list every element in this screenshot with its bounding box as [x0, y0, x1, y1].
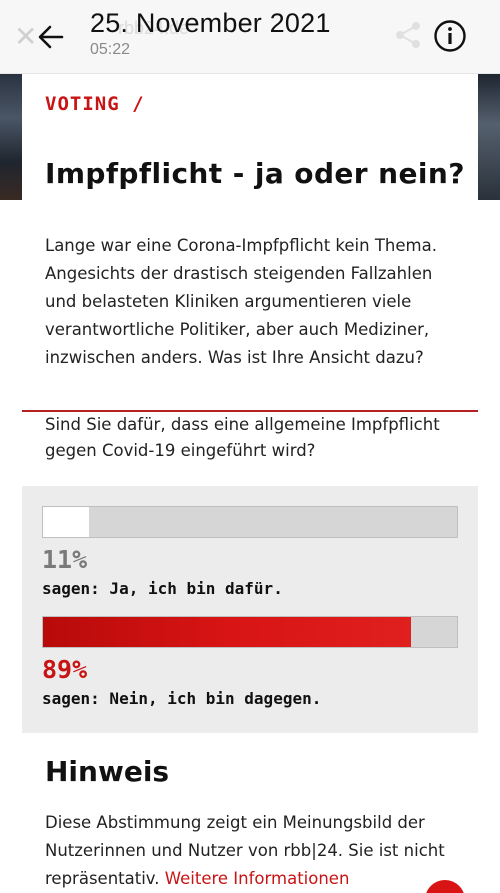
ghost-url: rbb24.de: [118, 18, 190, 38]
hint-title: Hinweis: [45, 755, 170, 788]
poll-answer-yes: sagen: Ja, ich bin dafür.: [42, 579, 283, 598]
poll-percent-no: 89%: [42, 655, 88, 684]
poll-bar-yes: [42, 506, 458, 538]
back-button[interactable]: [28, 14, 74, 60]
poll-bar-no-fill: [43, 617, 412, 647]
article-headline: Impfpflicht - ja oder nein?: [45, 157, 465, 190]
poll-bar-yes-fill: [43, 507, 89, 537]
floating-action-button[interactable]: [425, 880, 465, 893]
hint-text: Diese Abstimmung zeigt ein Meinungsbild …: [45, 809, 465, 893]
poll-question: Sind Sie dafür, dass eine allgemeine Imp…: [45, 415, 440, 460]
page-title: 25. November 2021: [90, 8, 331, 38]
section-divider: [22, 410, 478, 412]
share-button[interactable]: [392, 19, 424, 51]
arrow-left-icon: [38, 25, 64, 49]
app-toolbar: ✕ rbb24.de 25. November 2021 05:22: [0, 0, 500, 74]
hint-body: Diese Abstimmung zeigt ein Meinungsbild …: [45, 813, 445, 888]
more-info-link[interactable]: Weitere Informationen: [164, 869, 350, 888]
info-button[interactable]: [432, 18, 468, 54]
poll-answer-no: sagen: Nein, ich bin dagegen.: [42, 689, 322, 708]
publish-time: 05:22: [90, 41, 131, 58]
poll-bar-no: [42, 616, 458, 648]
background-image-left: [0, 74, 22, 200]
article-intro: Lange war eine Corona-Impfpflicht kein T…: [45, 236, 437, 367]
share-icon: [396, 22, 420, 48]
background-image-right: [478, 74, 500, 200]
article-kicker: VOTING /: [45, 93, 145, 115]
close-icon: ✕: [14, 20, 38, 53]
info-icon: [434, 20, 466, 52]
poll-percent-yes: 11%: [42, 545, 88, 574]
poll-results: 11% sagen: Ja, ich bin dafür. 89% sagen:…: [22, 486, 478, 733]
